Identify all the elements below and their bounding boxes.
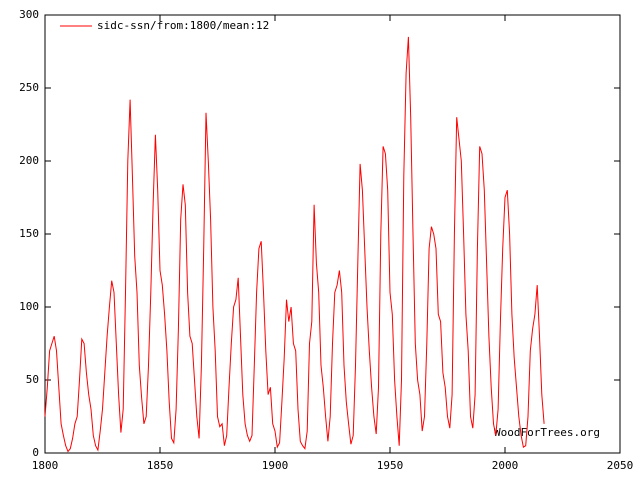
y-tick-label: 300 [19, 8, 39, 21]
x-tick-label: 1950 [377, 459, 404, 472]
x-tick-label: 2000 [492, 459, 519, 472]
x-tick-label: 1850 [147, 459, 174, 472]
watermark: WoodForTrees.org [494, 426, 600, 439]
x-tick-label: 1800 [32, 459, 59, 472]
y-tick-label: 200 [19, 154, 39, 167]
series-line [44, 36, 545, 453]
legend-label: sidc-ssn/from:1800/mean:12 [97, 19, 269, 32]
x-tick-label: 2050 [607, 459, 634, 472]
y-tick-label: 100 [19, 300, 39, 313]
y-tick-label: 50 [26, 373, 39, 386]
y-tick-label: 150 [19, 227, 39, 240]
plot-frame [44, 14, 621, 454]
y-tick-label: 250 [19, 81, 39, 94]
y-tick-label: 0 [32, 446, 39, 459]
x-tick-label: 1900 [262, 459, 289, 472]
